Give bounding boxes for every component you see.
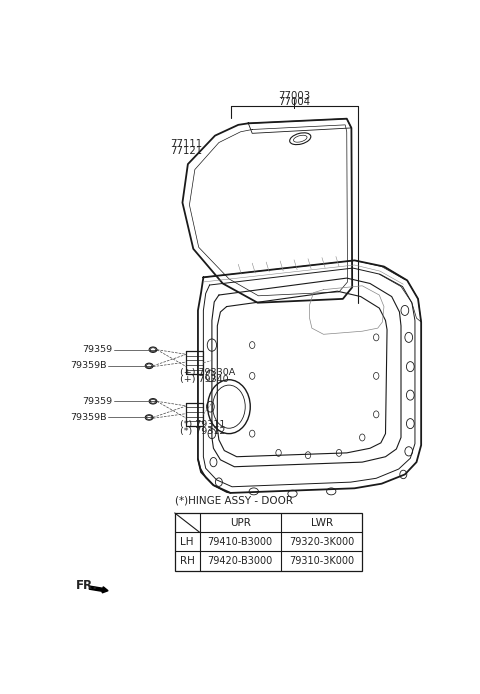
Text: 79359: 79359 (83, 345, 113, 354)
Text: 79310-3K000: 79310-3K000 (289, 556, 354, 566)
Text: (*) 79311: (*) 79311 (180, 420, 226, 429)
FancyArrow shape (89, 586, 108, 593)
Text: LH: LH (180, 537, 194, 547)
Text: 77004: 77004 (278, 97, 310, 107)
Text: 77003: 77003 (278, 91, 310, 101)
Text: 79359B: 79359B (70, 362, 107, 371)
Text: (*)HINGE ASSY - DOOR: (*)HINGE ASSY - DOOR (175, 496, 293, 505)
Text: UPR: UPR (230, 518, 251, 527)
Text: (+) 79340: (+) 79340 (180, 375, 229, 384)
Text: LWR: LWR (311, 518, 333, 527)
Bar (175, 513, 362, 570)
Text: 79359: 79359 (83, 397, 113, 406)
Text: 77111: 77111 (170, 139, 202, 149)
Text: 79320-3K000: 79320-3K000 (289, 537, 354, 547)
Text: 79359B: 79359B (70, 413, 107, 422)
Text: FR.: FR. (75, 579, 97, 592)
Text: 79420-B3000: 79420-B3000 (207, 556, 273, 566)
Text: (*) 79312: (*) 79312 (180, 427, 226, 436)
Text: RH: RH (180, 556, 194, 566)
Text: (+) 79330A: (+) 79330A (180, 369, 235, 378)
Text: 77121: 77121 (170, 146, 202, 155)
Text: 79410-B3000: 79410-B3000 (208, 537, 273, 547)
